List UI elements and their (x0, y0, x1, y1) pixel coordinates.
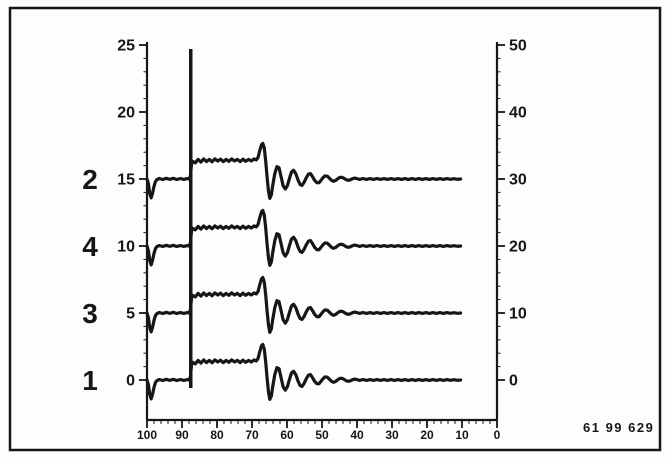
trace-number-label: 4 (82, 231, 98, 262)
x-axis-tick-label: 90 (175, 428, 189, 442)
trace-number-label: 3 (82, 298, 98, 329)
x-axis-tick-label: 40 (350, 428, 364, 442)
x-axis-tick-label: 100 (137, 428, 157, 442)
left-axis-tick-label: 5 (126, 306, 135, 323)
right-axis-tick-label: 40 (509, 105, 527, 122)
x-axis-tick-label: 80 (210, 428, 224, 442)
trace-1 (145, 342, 463, 401)
left-axis-tick-label: 25 (117, 38, 135, 55)
x-axis-tick-label: 70 (245, 428, 259, 442)
right-axis-tick-label: 30 (509, 172, 527, 189)
x-axis-tick-label: 60 (280, 428, 294, 442)
left-axis-tick-label: 15 (117, 172, 135, 189)
x-axis-tick-label: 0 (494, 428, 501, 442)
trace-4 (145, 208, 463, 267)
x-axis-tick-label: 30 (385, 428, 399, 442)
trace-2 (145, 141, 463, 200)
x-axis-tick-label: 20 (420, 428, 434, 442)
trace-3 (145, 275, 463, 334)
right-axis-tick-label: 10 (509, 306, 527, 323)
x-axis-tick-label: 50 (315, 428, 329, 442)
left-axis-tick-label: 10 (117, 239, 135, 256)
figure-code-label: 61 99 629 (583, 420, 654, 435)
left-axis-tick-label: 20 (117, 105, 135, 122)
right-axis-tick-label: 20 (509, 239, 527, 256)
right-axis-tick-label: 0 (509, 373, 518, 390)
right-axis-tick-label: 50 (509, 38, 527, 55)
figure-border (8, 6, 662, 452)
trace-number-label: 2 (82, 164, 98, 195)
trace-number-label: 1 (82, 365, 98, 396)
x-axis-tick-label: 10 (455, 428, 469, 442)
left-axis-tick-label: 0 (126, 373, 135, 390)
